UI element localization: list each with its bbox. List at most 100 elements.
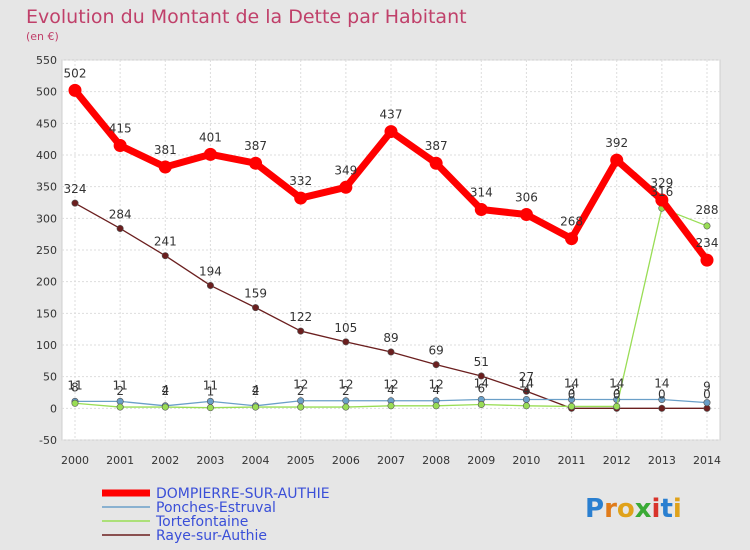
data-point: [384, 125, 398, 139]
data-label: 11: [67, 378, 82, 392]
data-point: [113, 139, 127, 152]
x-tick-label: 2008: [422, 454, 450, 467]
data-label: 4: [252, 383, 260, 397]
data-label: 9: [703, 380, 711, 394]
x-tick-label: 2004: [242, 454, 270, 467]
data-point: [522, 395, 530, 403]
y-tick-label: 150: [36, 307, 57, 320]
x-tick-label: 2005: [287, 454, 315, 467]
y-tick-label: -50: [39, 434, 57, 447]
data-label: 14: [609, 376, 624, 390]
data-point: [71, 199, 79, 207]
data-label: 415: [109, 122, 132, 136]
y-tick-label: 50: [43, 371, 57, 384]
data-point: [161, 252, 169, 260]
data-label: 105: [334, 321, 357, 335]
series-group: [68, 83, 714, 412]
data-label: 288: [696, 203, 719, 217]
data-label: 89: [383, 331, 398, 345]
legend-label: DOMPIERRE-SUR-AUTHIE: [156, 486, 330, 502]
data-label: 51: [474, 355, 489, 369]
data-label: 268: [560, 215, 583, 229]
data-label: 4: [432, 383, 440, 397]
y-tick-label: 500: [36, 86, 57, 99]
data-point: [339, 180, 353, 194]
data-point: [297, 397, 305, 405]
data-label: 392: [605, 136, 628, 150]
data-label: 11: [113, 378, 128, 392]
legend: DOMPIERRE-SUR-AUTHIEPonches-EstruvalTort…: [102, 486, 330, 544]
data-point: [342, 403, 350, 411]
data-point: [387, 402, 395, 410]
data-label: 2: [342, 384, 350, 398]
data-label: 1: [207, 385, 215, 399]
data-point: [477, 372, 485, 380]
data-label: 6: [477, 382, 485, 396]
data-point: [658, 404, 666, 412]
data-point: [249, 156, 263, 170]
data-label: 0: [658, 387, 666, 401]
y-tick-label: 550: [36, 54, 57, 67]
data-label: 69: [429, 344, 444, 358]
data-label: 11: [203, 378, 218, 392]
data-point: [655, 193, 669, 207]
data-label: 329: [650, 176, 673, 190]
legend-label: Raye-sur-Authie: [156, 528, 267, 544]
data-label: 314: [470, 185, 493, 199]
data-point: [252, 403, 260, 411]
data-point: [432, 361, 440, 369]
data-point: [342, 338, 350, 346]
chart-subtitle: (en €): [26, 30, 59, 43]
legend-label: Ponches-Estruval: [156, 500, 276, 516]
data-label: 324: [64, 182, 87, 196]
data-label: 122: [289, 310, 312, 324]
data-point: [700, 253, 714, 267]
x-tick-label: 2013: [648, 454, 676, 467]
data-point: [297, 403, 305, 411]
grid: [62, 59, 720, 441]
x-tick-label: 2001: [106, 454, 134, 467]
data-label: 2: [161, 384, 169, 398]
data-point: [206, 404, 214, 412]
data-label: 14: [564, 376, 579, 390]
data-label: 387: [425, 139, 448, 153]
x-tick-label: 2012: [603, 454, 631, 467]
data-label: 306: [515, 191, 538, 205]
data-label: 241: [154, 235, 177, 249]
data-point: [610, 153, 624, 167]
data-point: [658, 395, 666, 403]
y-axis: -50 0 50 100 150 200 250 300 350 400 450 500 550: [36, 54, 57, 447]
data-point: [116, 403, 124, 411]
y-tick-label: 200: [36, 276, 57, 289]
data-label: 2: [297, 384, 305, 398]
data-point: [703, 222, 711, 230]
data-label: 234: [696, 236, 719, 250]
data-point: [432, 402, 440, 410]
data-label: 502: [64, 66, 87, 80]
data-label: 349: [334, 163, 357, 177]
data-point: [519, 208, 533, 222]
data-point: [703, 399, 711, 407]
data-label: 4: [523, 383, 531, 397]
data-label: 194: [199, 264, 222, 278]
data-label: 0: [568, 387, 576, 401]
data-point: [161, 403, 169, 411]
data-label: 12: [383, 378, 398, 392]
logo: Proxiti: [585, 494, 682, 524]
data-point: [387, 348, 395, 356]
data-point: [613, 402, 621, 410]
data-point: [522, 387, 530, 395]
data-label: 401: [199, 130, 222, 144]
data-label: 437: [380, 108, 403, 122]
data-point: [116, 224, 124, 232]
data-point: [206, 281, 214, 289]
data-label: 381: [154, 143, 177, 157]
data-point: [474, 202, 488, 216]
data-label: 2: [116, 384, 124, 398]
data-label: 27: [519, 370, 534, 384]
data-label: 332: [289, 174, 312, 188]
data-label: 14: [519, 376, 534, 390]
data-point: [252, 304, 260, 312]
data-label: 3: [613, 383, 621, 397]
